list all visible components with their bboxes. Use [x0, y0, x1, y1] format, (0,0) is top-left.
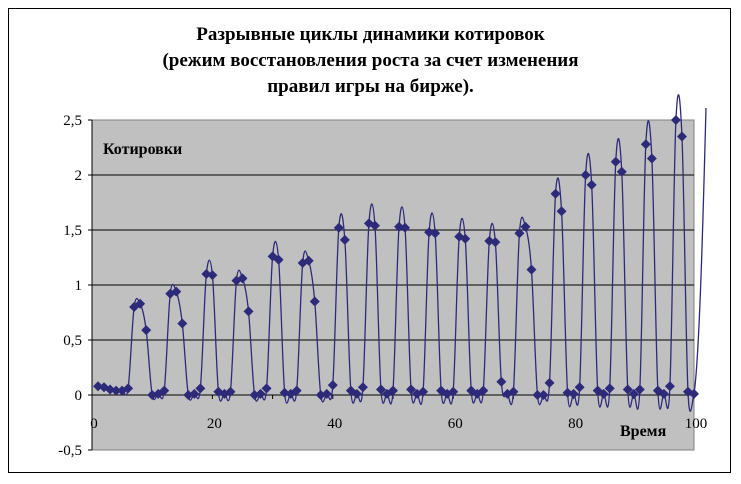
- y-tick-label: 1,5: [63, 223, 82, 239]
- data-point-marker: [496, 376, 507, 387]
- x-tick-label: 80: [568, 416, 583, 432]
- data-point-marker: [418, 386, 429, 397]
- data-point-marker: [580, 170, 591, 180]
- data-point-marker: [171, 286, 182, 297]
- data-point-marker: [646, 153, 657, 164]
- data-point-marker: [568, 388, 579, 399]
- data-point-marker: [628, 388, 639, 399]
- data-point-marker: [123, 383, 134, 394]
- data-point-marker: [351, 388, 362, 399]
- chart-title-line-1: Разрывные циклы динамики котировок: [196, 24, 545, 45]
- data-point-marker: [273, 254, 284, 265]
- data-point-marker: [538, 390, 549, 400]
- data-point-marker: [598, 388, 609, 399]
- data-point-marker: [448, 386, 459, 397]
- data-point-marker: [261, 383, 272, 394]
- y-axis-title: Котировки: [103, 141, 182, 158]
- data-point-marker: [689, 388, 699, 399]
- data-point-marker: [309, 296, 320, 307]
- x-tick-label: 100: [685, 416, 708, 432]
- data-point-marker: [111, 385, 122, 396]
- data-point-marker: [604, 383, 615, 394]
- data-point-marker: [406, 384, 417, 395]
- data-point-marker: [574, 382, 585, 393]
- data-point-marker: [135, 298, 146, 309]
- data-point-marker: [333, 222, 344, 233]
- data-point-marker: [520, 221, 531, 232]
- data-point-marker: [369, 220, 380, 231]
- data-point-marker: [490, 237, 501, 248]
- data-point-marker: [514, 228, 525, 239]
- y-tick-label: -0,5: [58, 443, 82, 459]
- data-point-marker: [339, 234, 350, 245]
- data-point-marker: [526, 264, 537, 275]
- data-point-marker: [664, 381, 675, 392]
- y-tick-label: 0,5: [63, 333, 82, 349]
- data-point-marker: [327, 380, 338, 391]
- data-point-marker: [195, 383, 206, 394]
- x-tick-label: 0: [90, 416, 98, 432]
- y-tick-label: 2,5: [63, 113, 82, 129]
- data-point-marker: [141, 325, 152, 336]
- data-point-marker: [255, 388, 266, 399]
- data-point-marker: [586, 179, 597, 190]
- data-point-marker: [556, 206, 567, 217]
- data-point-marker: [400, 222, 411, 233]
- data-point-marker: [478, 385, 489, 396]
- data-point-marker: [544, 377, 555, 388]
- data-point-marker: [532, 390, 543, 400]
- data-point-marker: [508, 386, 519, 397]
- data-point-marker: [357, 382, 368, 393]
- data-point-marker: [388, 385, 398, 396]
- data-point-marker: [676, 131, 687, 142]
- data-point-marker: [634, 384, 645, 395]
- x-tick-label: 60: [448, 416, 463, 432]
- data-point-marker: [610, 156, 621, 167]
- data-point-marker: [159, 385, 170, 396]
- data-point-marker: [207, 270, 218, 281]
- data-point-marker: [375, 384, 386, 395]
- data-point-marker: [189, 388, 200, 399]
- data-point-marker: [430, 228, 441, 239]
- chart-title-line-3: правил игры на бирже).: [267, 76, 474, 97]
- data-point-marker: [225, 386, 236, 397]
- data-point-marker: [460, 233, 471, 244]
- data-point-marker: [291, 385, 302, 396]
- data-point-marker: [622, 384, 633, 395]
- data-point-marker: [249, 390, 260, 400]
- x-tick-label: 40: [327, 416, 342, 432]
- data-point-marker: [670, 115, 681, 125]
- y-tick-label: 1: [75, 278, 83, 294]
- x-tick-label: 20: [207, 416, 222, 432]
- chart-title: Разрывные циклы динамики котировок (режи…: [0, 22, 741, 100]
- data-point-marker: [237, 273, 248, 284]
- data-point-marker: [303, 255, 314, 266]
- y-tick-label: 0: [75, 388, 83, 404]
- chart-title-line-2: (режим восстановления роста за счет изме…: [162, 50, 579, 71]
- data-point-marker: [321, 388, 332, 399]
- data-point-marker: [640, 139, 651, 150]
- data-point-marker: [616, 166, 627, 177]
- data-point-marker: [550, 188, 561, 199]
- y-tick-label: 2: [75, 168, 83, 184]
- data-point-marker: [177, 318, 188, 329]
- data-point-marker: [243, 306, 254, 317]
- data-point-marker: [658, 388, 669, 399]
- x-axis-title: Время: [620, 423, 667, 440]
